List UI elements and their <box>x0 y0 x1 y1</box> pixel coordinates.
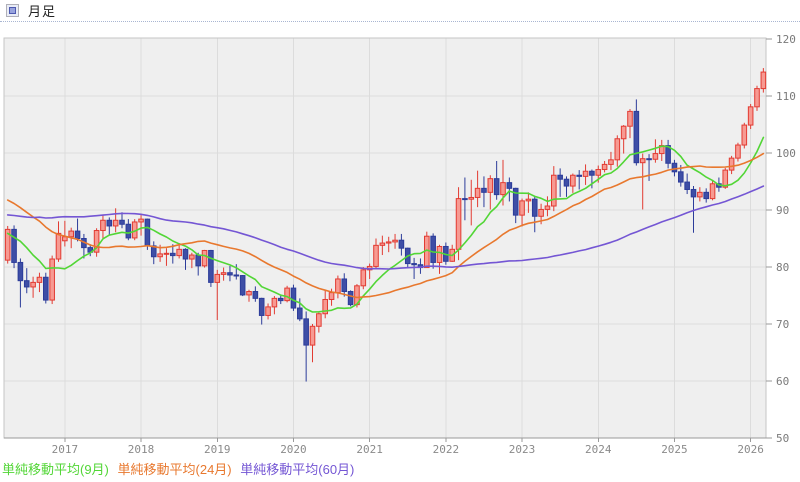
legend-sma9-label: 単純移動平均(9月) <box>2 462 109 477</box>
svg-text:2018: 2018 <box>128 443 155 456</box>
period-checkbox-inner-square <box>9 7 16 14</box>
svg-text:80: 80 <box>776 261 789 274</box>
svg-text:2017: 2017 <box>52 443 79 456</box>
chart-header: 月足 <box>0 0 800 22</box>
legend-sma60-label: 単純移動平均(60月) <box>240 462 355 477</box>
svg-text:100: 100 <box>776 147 796 160</box>
svg-text:2023: 2023 <box>509 443 536 456</box>
svg-text:2019: 2019 <box>204 443 231 456</box>
svg-text:2021: 2021 <box>356 443 383 456</box>
svg-text:2020: 2020 <box>280 443 307 456</box>
svg-text:2026: 2026 <box>737 443 764 456</box>
svg-text:70: 70 <box>776 318 789 331</box>
svg-text:90: 90 <box>776 204 789 217</box>
svg-text:2025: 2025 <box>661 443 688 456</box>
svg-text:110: 110 <box>776 90 796 103</box>
period-checkbox-icon[interactable] <box>6 4 19 17</box>
svg-text:50: 50 <box>776 432 789 445</box>
ma-legend: 単純移動平均(9月) 単純移動平均(24月) 単純移動平均(60月) <box>2 459 359 478</box>
svg-text:2024: 2024 <box>585 443 612 456</box>
svg-text:120: 120 <box>776 33 796 46</box>
legend-sma24-label: 単純移動平均(24月) <box>117 462 232 477</box>
chart-period-title: 月足 <box>28 4 57 19</box>
svg-text:2022: 2022 <box>433 443 460 456</box>
svg-text:60: 60 <box>776 375 789 388</box>
